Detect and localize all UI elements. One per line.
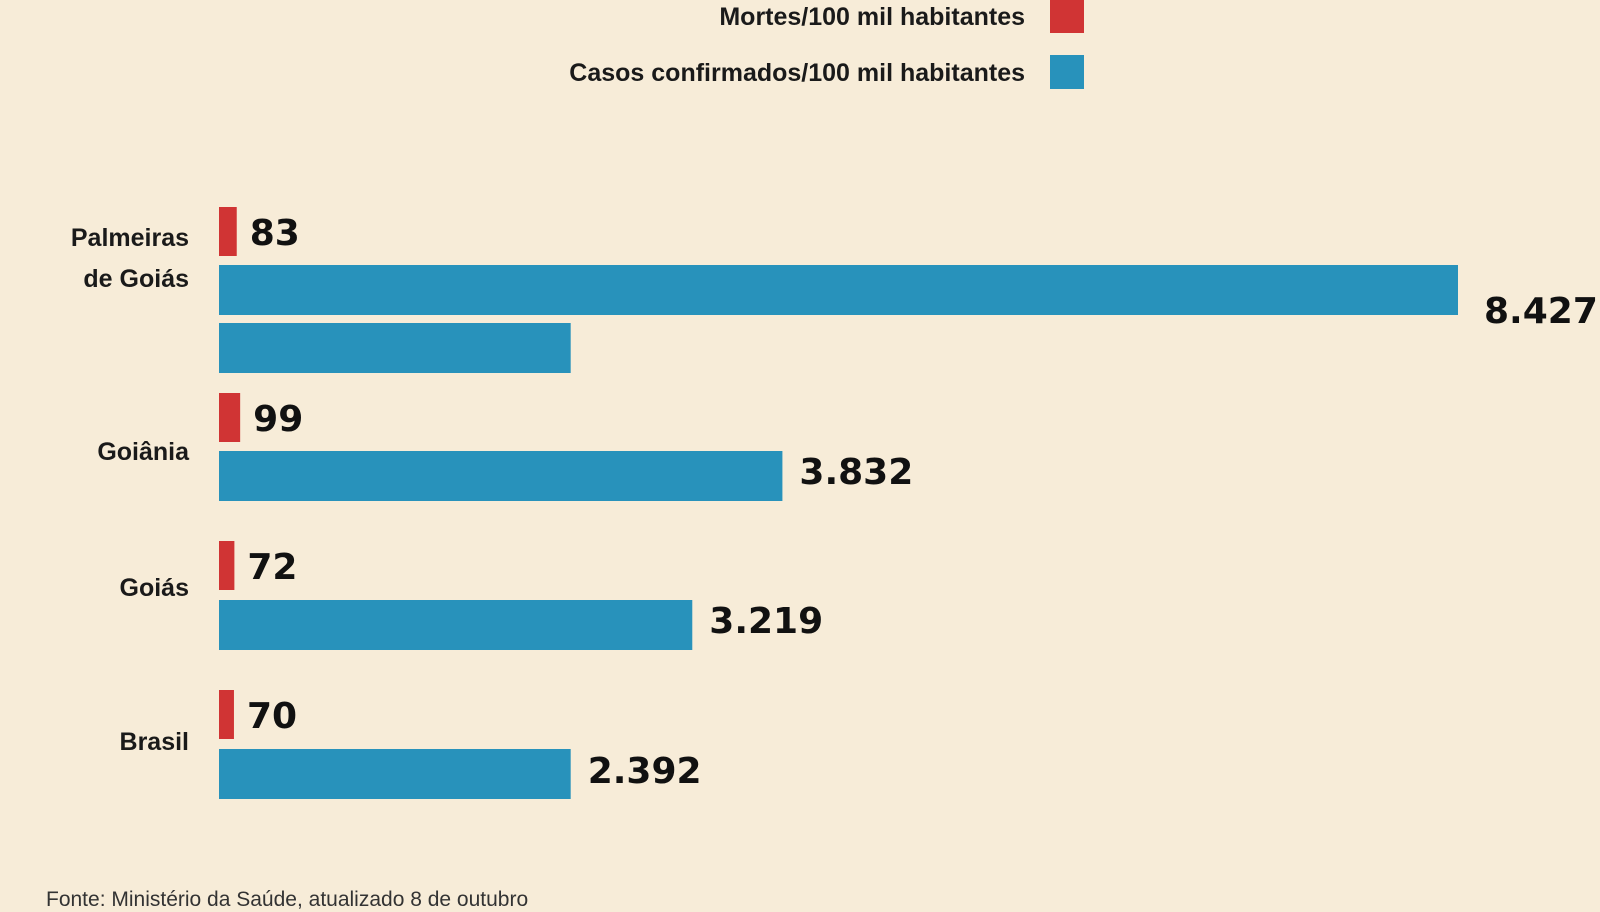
group-brasil: Brasil 70 2.392 [120,690,702,799]
deaths-value-goiania: 99 [253,399,303,440]
cases-value-brasil: 2.392 [588,751,702,792]
cases-value-palmeiras-de-goias: 8.427 [1484,291,1598,332]
cases-bar-goiania [219,451,783,501]
group-goiania: Goiânia 99 3.832 [97,393,913,501]
cases-bar-palmeiras-de-goias [219,265,1458,315]
category-label-goiania: Goiânia [97,438,190,466]
cases-value-goias: 3.219 [709,601,823,642]
legend-cases-label: Casos confirmados/100 mil habitantes [569,59,1025,87]
category-label-brasil: Brasil [120,728,189,756]
category-label-palmeiras-de-goias: Palmeiras de Goiás [71,224,189,293]
group-goias: Goiás 72 3.219 [120,541,823,650]
deaths-bar-palmeiras-de-goias [219,207,237,256]
legend-cases-swatch [1050,55,1084,89]
deaths-value-goias: 72 [247,547,297,588]
deaths-bar-brasil [219,690,234,739]
source-note: Fonte: Ministério da Saúde, atualizado 8… [46,888,529,911]
legend: Mortes/100 mil habitantes Casos confirmad… [569,0,1084,89]
extra-cases-bar-palmeiras-de-goias [219,323,571,373]
deaths-bar-goiania [219,393,241,442]
cases-bar-goias [219,600,693,650]
group-palmeiras-de-goias: Palmeiras de Goiás 83 8.427 [71,207,1598,373]
cases-bar-brasil [219,749,571,799]
legend-deaths-label: Mortes/100 mil habitantes [719,3,1025,31]
deaths-value-brasil: 70 [247,696,297,737]
deaths-value-palmeiras-de-goias: 83 [250,213,300,254]
bar-groups: Palmeiras de Goiás838.427Goiânia993.832Go… [71,207,1598,799]
legend-deaths-swatch [1050,0,1084,33]
category-label-goias: Goiás [120,574,189,602]
deaths-bar-goias [219,541,235,590]
cases-value-goiania: 3.832 [799,452,913,493]
